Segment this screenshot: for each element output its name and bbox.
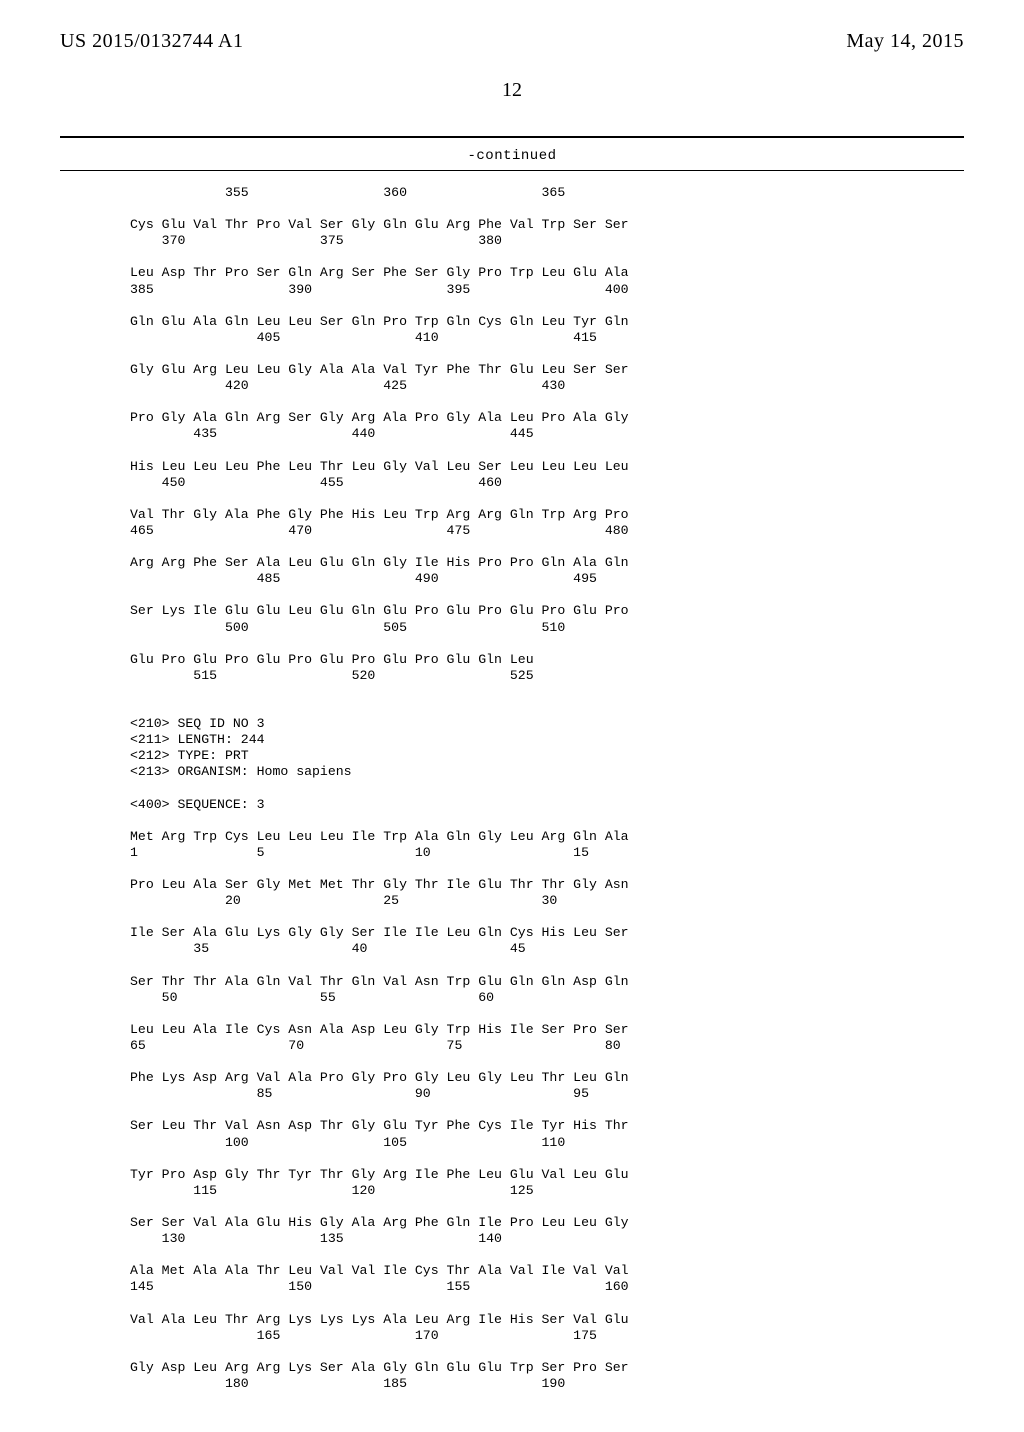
continued-label: -continued: [60, 148, 964, 164]
patent-page: US 2015/0132744 A1 May 14, 2015 12 -cont…: [0, 0, 1024, 1432]
page-number: 12: [60, 79, 964, 102]
rule-thin: [60, 170, 964, 171]
header-row: US 2015/0132744 A1 May 14, 2015: [60, 30, 964, 53]
sequence-listing: 355 360 365 Cys Glu Val Thr Pro Val Ser …: [130, 185, 964, 1392]
publication-date: May 14, 2015: [846, 30, 964, 53]
publication-number: US 2015/0132744 A1: [60, 30, 243, 53]
rule-heavy: [60, 136, 964, 138]
